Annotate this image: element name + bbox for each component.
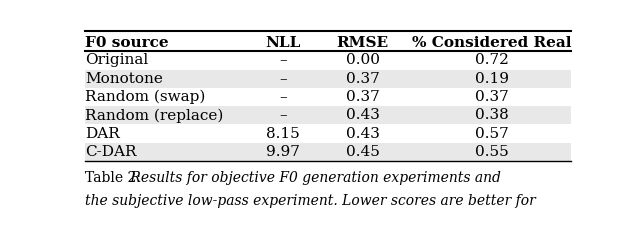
Text: 0.43: 0.43 bbox=[346, 126, 380, 140]
Text: RMSE: RMSE bbox=[337, 36, 388, 50]
Text: 0.38: 0.38 bbox=[475, 108, 509, 122]
Text: 0.00: 0.00 bbox=[346, 54, 380, 68]
Text: C-DAR: C-DAR bbox=[85, 145, 136, 159]
Text: NLL: NLL bbox=[266, 36, 301, 50]
Bar bbox=[85, 70, 571, 88]
Text: –: – bbox=[280, 90, 287, 104]
Text: 8.15: 8.15 bbox=[266, 126, 300, 140]
Text: Results for objective F0 generation experiments and: Results for objective F0 generation expe… bbox=[125, 171, 500, 185]
Text: F0 source: F0 source bbox=[85, 36, 168, 50]
Text: % Considered Real: % Considered Real bbox=[412, 36, 572, 50]
Text: DAR: DAR bbox=[85, 126, 120, 140]
Text: 0.37: 0.37 bbox=[346, 72, 380, 86]
Bar bbox=[85, 143, 571, 161]
Text: 0.37: 0.37 bbox=[475, 90, 509, 104]
Text: –: – bbox=[280, 108, 287, 122]
Text: 0.55: 0.55 bbox=[475, 145, 509, 159]
Text: 9.97: 9.97 bbox=[266, 145, 300, 159]
Text: Random (replace): Random (replace) bbox=[85, 108, 223, 122]
Text: –: – bbox=[280, 54, 287, 68]
Text: 0.72: 0.72 bbox=[475, 54, 509, 68]
Text: 0.43: 0.43 bbox=[346, 108, 380, 122]
Bar bbox=[85, 106, 571, 124]
Text: Random (swap): Random (swap) bbox=[85, 90, 205, 104]
Text: Original: Original bbox=[85, 54, 148, 68]
Text: –: – bbox=[280, 72, 287, 86]
Text: 0.37: 0.37 bbox=[346, 90, 380, 104]
Text: Monotone: Monotone bbox=[85, 72, 163, 86]
Text: the subjective low-pass experiment. Lower scores are better for: the subjective low-pass experiment. Lowe… bbox=[85, 194, 536, 208]
Text: Table 2:: Table 2: bbox=[85, 171, 141, 185]
Text: 0.57: 0.57 bbox=[475, 126, 509, 140]
Text: 0.45: 0.45 bbox=[346, 145, 380, 159]
Text: 0.19: 0.19 bbox=[475, 72, 509, 86]
